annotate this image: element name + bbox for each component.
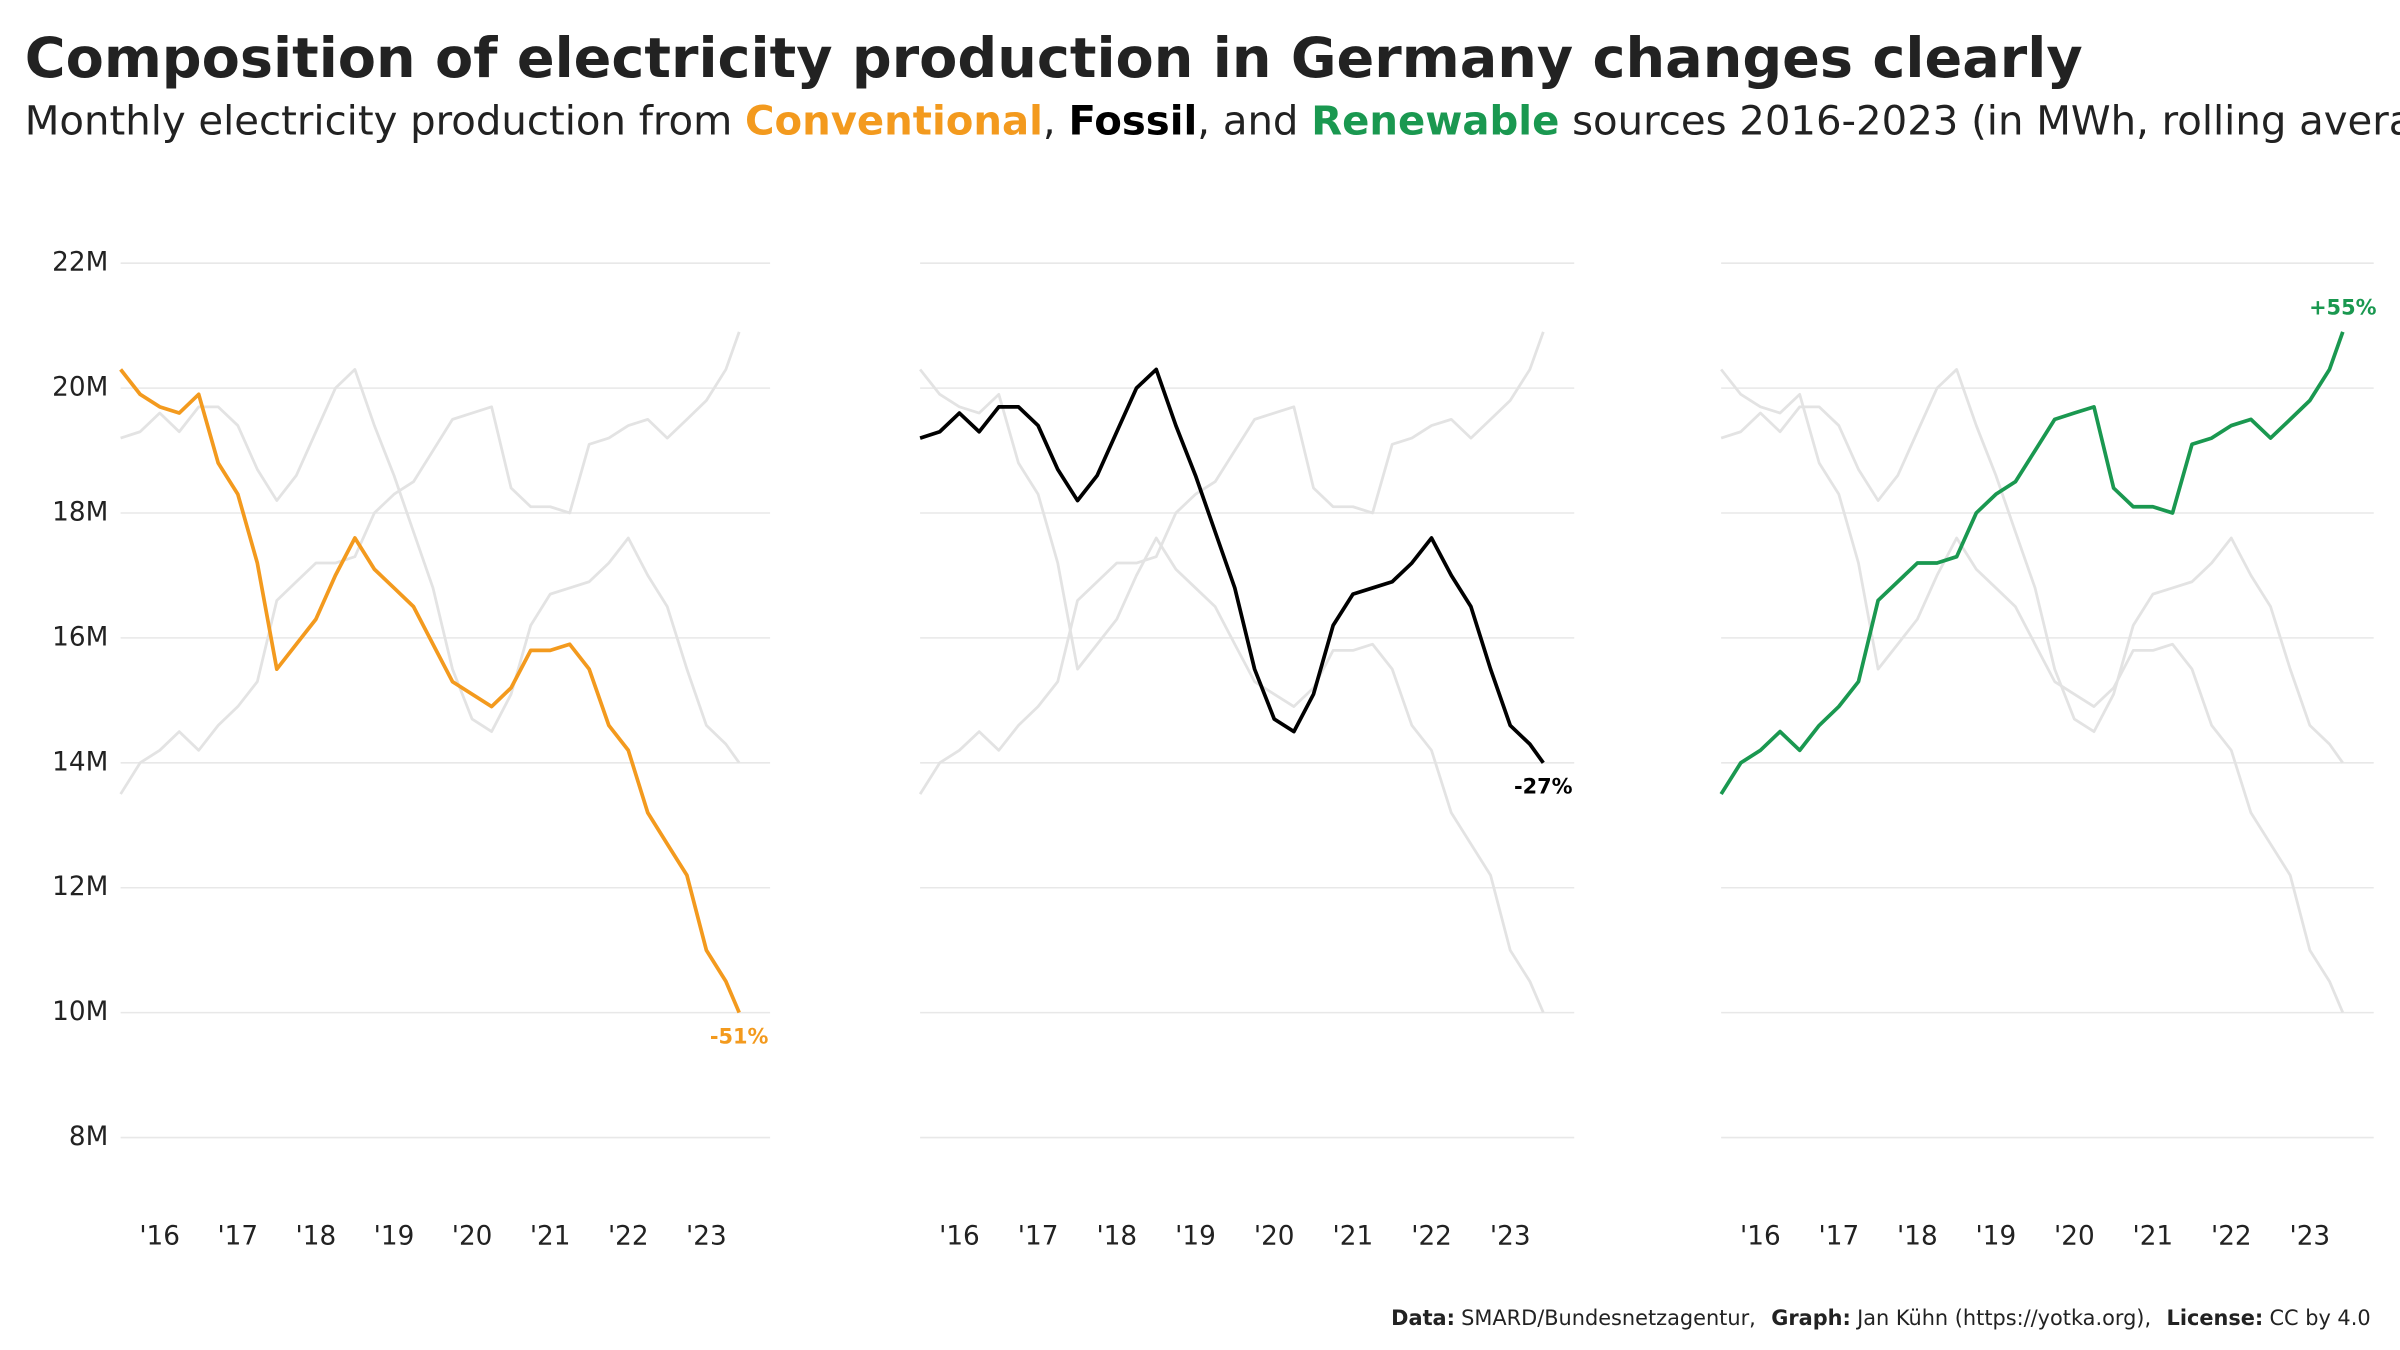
- x-tick-label: '18: [296, 1222, 337, 1252]
- x-tick-label: '22: [1411, 1222, 1452, 1252]
- x-tick-label: '23: [2289, 1222, 2330, 1252]
- background-line: [120, 368, 741, 764]
- series-line: [1719, 331, 2345, 796]
- x-tick-label: '17: [1018, 1222, 1059, 1252]
- footer-text: SMARD/Bundesnetzagentur,: [1461, 1306, 1756, 1330]
- x-tick-label: '21: [2133, 1222, 2174, 1252]
- x-tick-label: '21: [1333, 1222, 1374, 1252]
- x-tick-label: '20: [1254, 1222, 1295, 1252]
- x-tick-label: '23: [1490, 1222, 1531, 1252]
- y-tick-label: 8M: [69, 1122, 108, 1152]
- background-line: [1720, 368, 2345, 1014]
- subtitle-text: Monthly electricity production from: [25, 99, 745, 145]
- background-line: [919, 368, 1545, 1014]
- chart-title: Composition of electricity production in…: [25, 26, 2083, 91]
- subtitle-series-name: Fossil: [1068, 99, 1197, 145]
- y-tick-label: 12M: [52, 872, 108, 902]
- background-line: [119, 331, 741, 795]
- end-label: +55%: [2309, 296, 2377, 320]
- y-tick-label: 18M: [52, 498, 108, 528]
- footer-text: CC by 4.0: [2269, 1306, 2370, 1330]
- x-tick-label: '23: [686, 1222, 727, 1252]
- x-tick-label: '18: [1096, 1222, 1137, 1252]
- chart-subtitle: Monthly electricity production from Conv…: [25, 99, 2400, 145]
- x-tick-label: '16: [1740, 1222, 1781, 1252]
- x-tick-label: '17: [1819, 1222, 1860, 1252]
- subtitle-text: ,: [1043, 99, 1069, 145]
- subtitle-text: sources 2016-2023 (in MWh, rolling avera…: [1559, 99, 2400, 145]
- x-tick-label: '22: [2211, 1222, 2252, 1252]
- x-tick-label: '19: [374, 1222, 415, 1252]
- subtitle-series-name: Renewable: [1311, 99, 1559, 145]
- x-tick-label: '18: [1897, 1222, 1938, 1252]
- y-tick-label: 14M: [52, 747, 108, 777]
- footer-label: Graph:: [1771, 1306, 1851, 1330]
- x-tick-label: '17: [217, 1222, 258, 1252]
- x-tick-label: '22: [608, 1222, 649, 1252]
- footer-label: License:: [2167, 1306, 2264, 1330]
- x-tick-label: '19: [1976, 1222, 2017, 1252]
- subtitle-series-name: Conventional: [745, 99, 1043, 145]
- footer-label: Data:: [1391, 1306, 1455, 1330]
- end-label: -51%: [710, 1024, 769, 1048]
- y-tick-label: 16M: [52, 622, 108, 652]
- series-line: [119, 368, 741, 1014]
- x-tick-label: '21: [530, 1222, 571, 1252]
- x-tick-label: '19: [1175, 1222, 1216, 1252]
- background-line: [918, 331, 1545, 795]
- x-tick-label: '20: [2054, 1222, 2095, 1252]
- series-line: [919, 367, 1545, 764]
- x-tick-label: '20: [452, 1222, 493, 1252]
- subtitle-text: , and: [1197, 99, 1311, 145]
- y-tick-label: 20M: [52, 373, 108, 403]
- end-label: -27%: [1514, 775, 1573, 799]
- footer: Data: SMARD/Bundesnetzagentur, Graph: Jan K…: [1391, 1306, 2370, 1330]
- background-line: [1720, 368, 2344, 764]
- footer-text: Jan Kühn (https://yotka.org),: [1855, 1306, 2151, 1330]
- y-tick-label: 10M: [52, 997, 108, 1027]
- y-tick-label: 22M: [52, 248, 108, 278]
- x-tick-label: '16: [139, 1222, 180, 1252]
- x-tick-label: '16: [939, 1222, 980, 1252]
